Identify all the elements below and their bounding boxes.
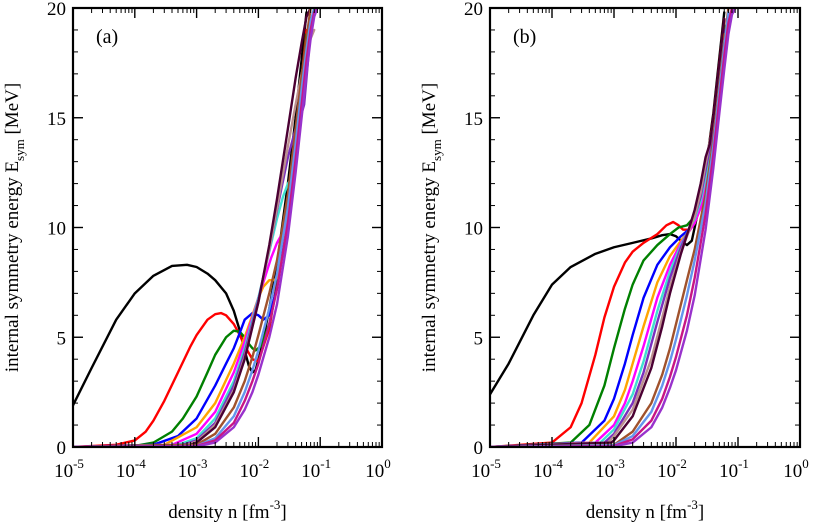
series-line-13 <box>490 8 734 447</box>
series-line-1 <box>490 11 726 396</box>
y-ticks <box>490 7 800 448</box>
x-tick-label: 10-5 <box>471 456 501 482</box>
y-ticks <box>73 7 382 448</box>
panel-label: (a) <box>96 26 118 48</box>
x-tick-label: 100 <box>783 456 809 482</box>
y-tick-label: 0 <box>57 438 67 459</box>
x-tick-label: 10-2 <box>657 456 687 482</box>
series-line-13 <box>73 8 319 447</box>
y-tick-label: 10 <box>47 219 66 240</box>
series-line-4 <box>490 28 726 447</box>
y-tick-label: 20 <box>47 0 66 20</box>
series-line-10 <box>73 8 312 447</box>
series-line-14 <box>73 8 319 447</box>
series-line-8 <box>490 41 726 447</box>
y-axis-label: internal symmetry energy Esym [MeV] <box>2 83 27 372</box>
x-tick-label: 10-2 <box>239 456 269 482</box>
series-line-3 <box>490 24 726 447</box>
series-line-7 <box>73 57 308 447</box>
y-tick-label: 20 <box>464 0 483 20</box>
x-tick-label: 10-5 <box>54 456 84 482</box>
x-ticks <box>489 8 801 447</box>
series-line-9 <box>490 44 726 447</box>
y-axis-label: internal symmetry energy Esym [MeV] <box>419 83 444 372</box>
series-line-8 <box>73 28 312 447</box>
y-tick-label: 10 <box>464 219 483 240</box>
x-axis-label: density n [fm-3] <box>586 497 705 523</box>
x-tick-label: 10-3 <box>595 456 625 482</box>
x-axis-label: density n [fm-3] <box>168 497 287 523</box>
x-tick-label: 10-1 <box>719 456 749 482</box>
y-tick-label: 5 <box>474 328 484 349</box>
series-line-14 <box>490 8 737 447</box>
x-tick-label: 100 <box>365 456 391 482</box>
curves <box>73 8 319 447</box>
series-line-10 <box>490 17 726 447</box>
plot-frame <box>71 6 384 449</box>
panel-a: 10-5 10-4 10-3 10-2 10-1 100 0 5 10 15 20 (a) densit… <box>2 0 391 523</box>
y-tick-label: 5 <box>57 328 67 349</box>
x-tick-label: 10-4 <box>533 456 563 482</box>
x-tick-label: 10-3 <box>178 456 208 482</box>
curves <box>490 8 737 447</box>
series-line-9 <box>73 28 316 447</box>
panel-label: (b) <box>513 26 536 48</box>
panel-b: 10-5 10-4 10-3 10-2 10-1 100 0 5 10 15 20 (b) densit… <box>419 0 809 523</box>
series-line-6 <box>73 50 308 447</box>
y-tick-label: 0 <box>474 438 484 459</box>
series-line-12 <box>490 11 730 447</box>
y-tick-label: 15 <box>464 109 483 130</box>
x-ticks <box>72 8 383 447</box>
series-line-5 <box>490 33 726 447</box>
series-line-12 <box>73 8 316 447</box>
x-tick-label: 10-1 <box>301 456 331 482</box>
series-line-6 <box>490 37 726 447</box>
x-tick-label: 10-4 <box>116 456 146 482</box>
series-line-11 <box>73 8 312 447</box>
y-tick-label: 15 <box>47 109 66 130</box>
